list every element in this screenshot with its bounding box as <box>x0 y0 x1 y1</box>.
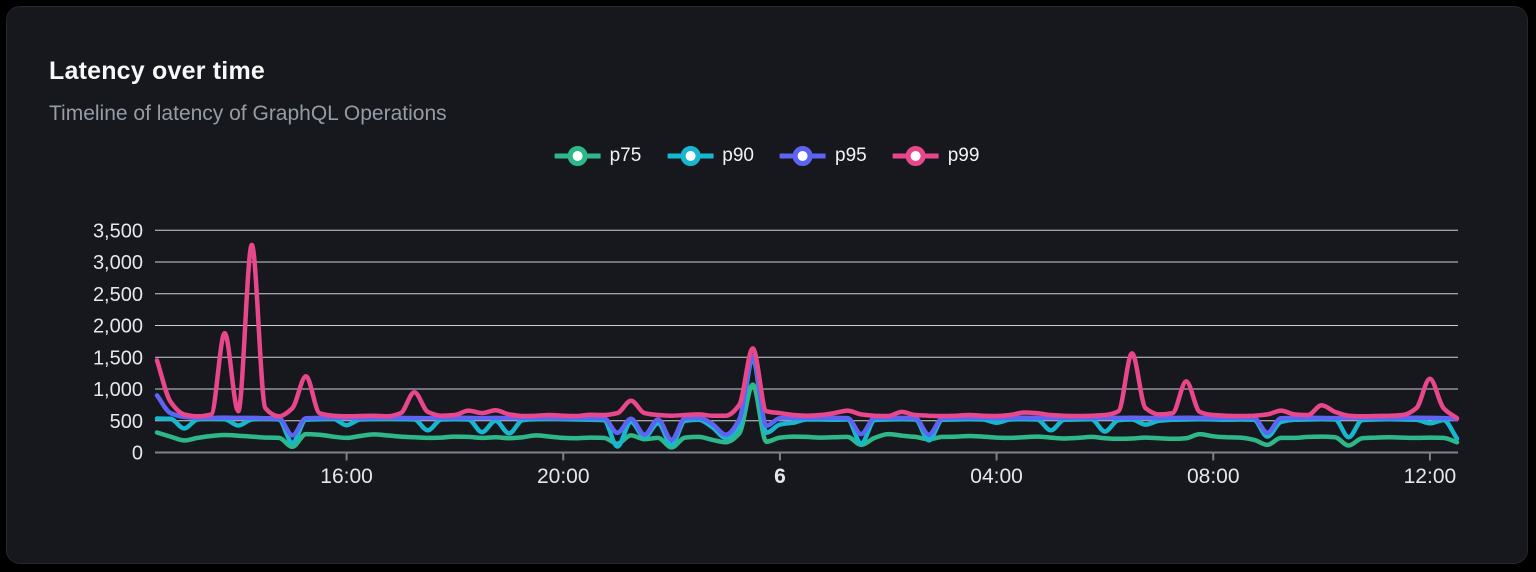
series-line-p90 <box>154 355 1460 449</box>
legend-label: p75 <box>609 145 642 166</box>
x-tick-label: 04:00 <box>970 465 1023 488</box>
y-tick-label: 3,000 <box>93 252 143 274</box>
y-tick-label: 1,500 <box>93 347 143 369</box>
y-tick-label: 2,000 <box>93 316 143 338</box>
chart-subtitle: Timeline of latency of GraphQL Operation… <box>49 102 447 125</box>
legend-label: p95 <box>835 145 867 166</box>
p90-series-marker-icon <box>667 146 714 166</box>
x-tick-label: 20:00 <box>537 465 590 488</box>
legend-item-p99[interactable]: p99 <box>892 143 980 169</box>
legend-label: p99 <box>947 145 980 166</box>
legend-item-p75[interactable]: p75 <box>554 143 642 169</box>
legend-label: p90 <box>722 145 754 166</box>
y-tick-label: 500 <box>110 411 143 433</box>
p95-series-marker-icon <box>780 146 826 166</box>
legend-item-p95[interactable]: p95 <box>780 143 867 169</box>
legend: p75 p90 p95 p99 <box>554 143 980 169</box>
x-tick-label: 12:00 <box>1404 465 1457 488</box>
x-tick-label: 16:00 <box>320 465 373 488</box>
series-line-p99 <box>154 242 1460 421</box>
y-tick-label: 3,500 <box>93 220 143 242</box>
series-line-p95 <box>154 354 1460 443</box>
x-tick-label: 6 <box>774 465 786 488</box>
p75-series-marker-icon <box>554 146 601 166</box>
series-line-p75 <box>154 382 1460 450</box>
latency-card: Latency over time Timeline of latency of… <box>6 6 1528 564</box>
y-tick-label: 0 <box>132 443 143 465</box>
x-tick-label: 08:00 <box>1187 465 1240 488</box>
legend-item-p90[interactable]: p90 <box>667 143 754 169</box>
chart-title: Latency over time <box>49 57 265 85</box>
y-tick-label: 1,000 <box>93 379 143 401</box>
y-tick-label: 2,500 <box>93 284 143 306</box>
p99-series-marker-icon <box>892 146 939 166</box>
